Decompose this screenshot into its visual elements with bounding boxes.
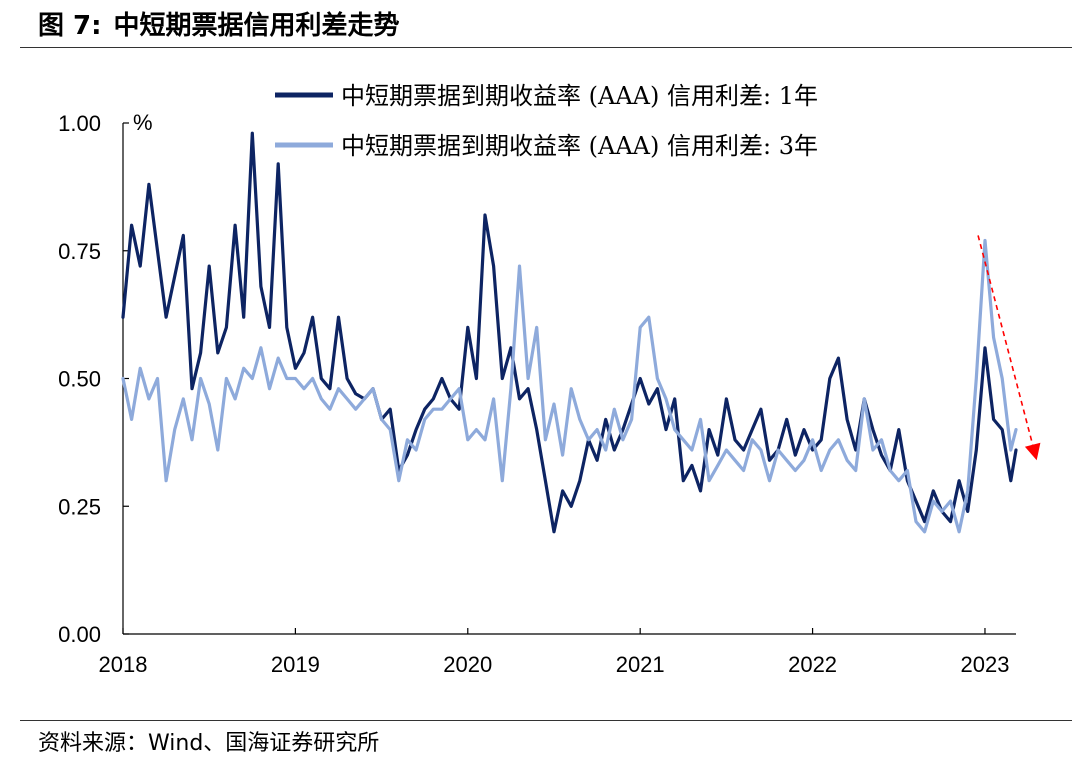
x-tick-label: 2018 [99, 652, 148, 677]
series-line-1y [121, 131, 1018, 534]
series-layer [121, 131, 1018, 534]
legend-label: 中短期票据到期收益率 (AAA) 信用利差: 3年 [341, 132, 818, 160]
x-tick-label: 2023 [960, 652, 1009, 677]
x-tick-label: 2019 [271, 652, 320, 677]
y-tick-label: 0.75 [58, 239, 101, 264]
x-tick-label: 2022 [788, 652, 837, 677]
annotation-layer [977, 235, 1041, 461]
y-tick-label: 0.25 [58, 494, 101, 519]
trend-arrow-head [1024, 442, 1041, 461]
header-divider [20, 47, 1072, 48]
series-line-3y [121, 238, 1018, 534]
y-tick-label: 1.00 [58, 111, 101, 136]
footer-divider [20, 720, 1072, 721]
y-tick-label: 0.00 [58, 622, 101, 647]
figure-label: 图 7: [38, 11, 102, 41]
trend-arrow-shaft [977, 235, 1034, 445]
chart-axes: 0.00 0.25 0.50 0.75 1.00 % 2018 2019 2020 2021 202… [58, 110, 1016, 677]
y-unit-label: % [133, 110, 153, 135]
x-tick-label: 2020 [443, 652, 492, 677]
y-tick-label: 0.50 [58, 367, 101, 392]
figure-header: 图 7: 中短期票据信用利差走势 [38, 6, 1058, 46]
source-note: 资料来源：Wind、国海证券研究所 [38, 731, 380, 756]
legend-item-1y: 中短期票据到期收益率 (AAA) 信用利差: 1年 [275, 82, 818, 110]
x-tick-label: 2021 [616, 652, 665, 677]
legend-label: 中短期票据到期收益率 (AAA) 信用利差: 1年 [341, 82, 818, 110]
legend-item-3y: 中短期票据到期收益率 (AAA) 信用利差: 3年 [275, 132, 818, 160]
chart-title: 中短期票据信用利差走势 [113, 11, 400, 41]
